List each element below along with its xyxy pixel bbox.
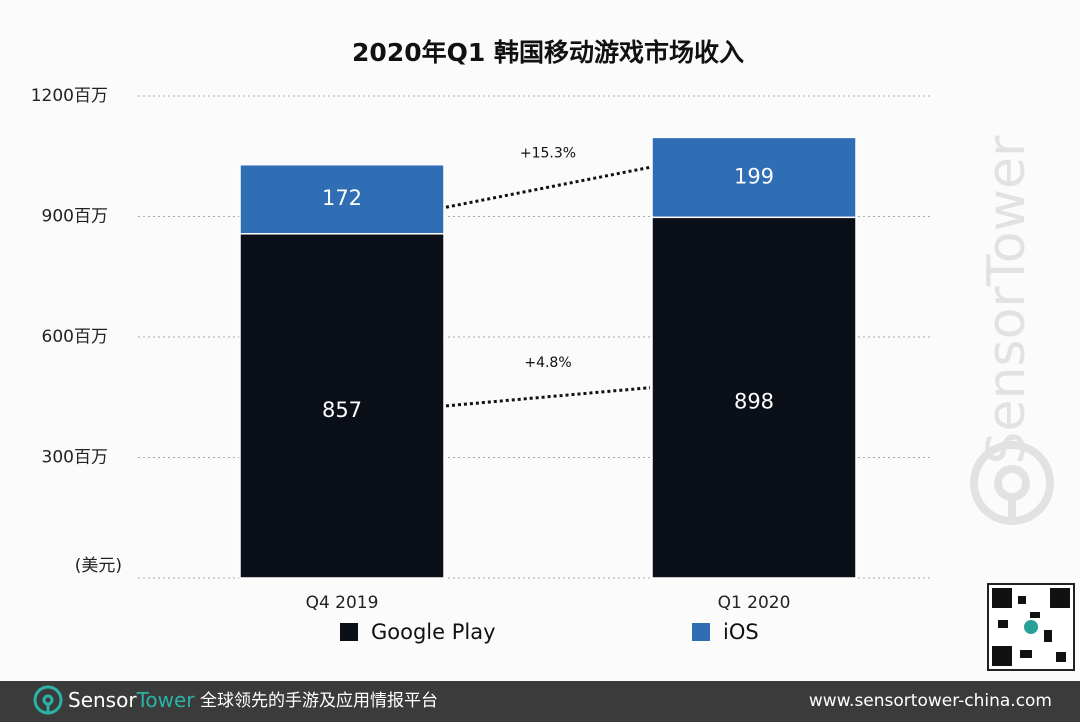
qr-code [987,583,1075,671]
footer-brand-1: Sensor [68,688,137,712]
y-tick-label: 600百万 [42,327,108,347]
x-tick-label: Q4 2019 [306,593,379,613]
footer-url: www.sensortower-china.com [809,691,1052,711]
footer-brand: SensorTower [68,688,195,712]
x-tick-label: Q1 2020 [718,593,791,613]
watermark: SensorTower [977,135,1037,465]
footer-bar [0,681,1080,722]
data-label: 199 [734,164,774,188]
legend-label: iOS [723,620,759,644]
change-connector [445,386,651,408]
bar-segment [239,233,445,579]
data-label: 857 [322,398,362,422]
footer-tagline: 全球领先的手游及应用情报平台 [200,691,438,711]
chart-title: 2020年Q1 韩国移动游戏市场收入 [352,38,744,67]
data-label: 898 [734,390,774,414]
footer-brand-2: Tower [136,688,196,712]
data-label: 172 [322,186,362,210]
legend-swatch [692,623,710,641]
y-tick-label: 1200百万 [31,86,108,106]
y-unit-label: (美元) [75,556,122,576]
bar-segment [651,136,857,219]
y-tick-label: 300百万 [42,448,108,468]
legend-swatch [340,623,358,641]
footer-logo [33,685,63,715]
watermark-logo [970,441,1054,525]
change-annotation: +15.3% [520,145,576,161]
bar-segment [651,216,857,579]
change-annotation: +4.8% [524,355,571,371]
y-tick-label: 900百万 [42,207,108,227]
legend-label: Google Play [371,620,496,644]
bar-segment [239,163,445,235]
change-connector [445,165,651,209]
